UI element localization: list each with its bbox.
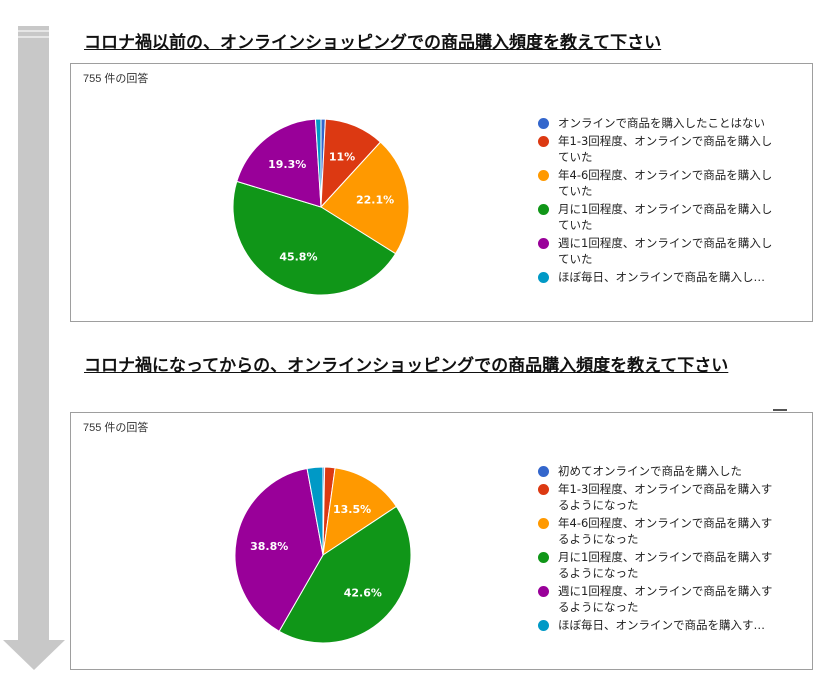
pie-slice: [278, 505, 412, 644]
legend-label: 初めてオンラインで商品を購入した: [558, 464, 742, 478]
pie-data-label: 45.8%: [279, 251, 317, 264]
legend-label: ほぼ毎日、オンラインで商品を購入す…: [558, 618, 765, 632]
legend-item: オンラインで商品を購入したことはない: [538, 115, 778, 131]
chart-2-title: コロナ禍になってからの、オンラインショッピングでの商品購入頻度を教えて下さい: [84, 356, 729, 376]
chart-2-card: 755 件の回答 13.5% 42.6% 38.8% 初めてオンラインで商品を購入し…: [70, 412, 813, 670]
legend-item: ほぼ毎日、オンラインで商品を購入し…: [538, 269, 778, 285]
chart-1-card: 755 件の回答 11% 22.1% 45.8% 19.3% オンラインで商品を購入し…: [70, 63, 813, 322]
legend-item: 年1-3回程度、オンラインで商品を購入するようになった: [538, 481, 778, 513]
down-arrow-stripe: [18, 36, 49, 38]
legend-item: 年4-6回程度、オンラインで商品を購入していた: [538, 167, 778, 199]
legend-swatch-icon: [538, 620, 549, 631]
legend-swatch-icon: [538, 484, 549, 495]
legend-swatch-icon: [538, 552, 549, 563]
legend-swatch-icon: [538, 272, 549, 283]
legend-swatch-icon: [538, 170, 549, 181]
legend-swatch-icon: [538, 118, 549, 129]
legend-label: 年1-3回程度、オンラインで商品を購入していた: [558, 134, 773, 164]
down-arrow-icon: [3, 640, 65, 670]
pie-data-label: 42.6%: [344, 586, 382, 599]
legend-item: 年4-6回程度、オンラインで商品を購入するようになった: [538, 515, 778, 547]
pie-data-label: 11%: [329, 151, 355, 164]
pie-data-label: 13.5%: [333, 503, 371, 516]
legend-label: 週に1回程度、オンラインで商品を購入していた: [558, 236, 773, 266]
legend-label: 年4-6回程度、オンラインで商品を購入するようになった: [558, 516, 773, 546]
pie-data-label: 38.8%: [250, 540, 288, 553]
legend-swatch-icon: [538, 518, 549, 529]
pie-slice: [306, 466, 324, 556]
down-arrow-stripe: [18, 30, 49, 32]
pie-data-label: 19.3%: [268, 158, 306, 171]
pie-slice: [314, 118, 322, 208]
legend-swatch-icon: [538, 238, 549, 249]
legend-item: 月に1回程度、オンラインで商品を購入するようになった: [538, 549, 778, 581]
legend-label: オンラインで商品を購入したことはない: [558, 116, 765, 130]
legend-item: 週に1回程度、オンラインで商品を購入するようになった: [538, 583, 778, 615]
pie-slice: [234, 467, 324, 632]
legend-label: ほぼ毎日、オンラインで商品を購入し…: [558, 270, 765, 284]
legend-label: 週に1回程度、オンラインで商品を購入するようになった: [558, 584, 773, 614]
chart-2-pie: 13.5% 42.6% 38.8%: [234, 466, 412, 644]
chart-2-response-count: 755 件の回答: [83, 422, 149, 434]
legend-label: 年1-3回程度、オンラインで商品を購入するようになった: [558, 482, 773, 512]
chart-2-legend: 初めてオンラインで商品を購入した年1-3回程度、オンラインで商品を購入するように…: [538, 463, 778, 635]
legend-swatch-icon: [538, 586, 549, 597]
legend-label: 月に1回程度、オンラインで商品を購入するようになった: [558, 550, 773, 580]
chart-1-response-count: 755 件の回答: [83, 73, 149, 85]
legend-label: 月に1回程度、オンラインで商品を購入していた: [558, 202, 773, 232]
legend-item: 年1-3回程度、オンラインで商品を購入していた: [538, 133, 778, 165]
legend-item: 初めてオンラインで商品を購入した: [538, 463, 778, 479]
pie-slice: [232, 180, 397, 296]
legend-swatch-icon: [538, 466, 549, 477]
legend-swatch-icon: [538, 136, 549, 147]
pie-slice: [322, 467, 398, 557]
pie-slice: [236, 118, 322, 208]
legend-item: ほぼ毎日、オンラインで商品を購入す…: [538, 617, 778, 633]
pie-data-label: 22.1%: [356, 194, 394, 207]
legend-item: 月に1回程度、オンラインで商品を購入していた: [538, 201, 778, 233]
scroll-indicator: [773, 409, 787, 411]
legend-swatch-icon: [538, 204, 549, 215]
chart-1-pie: 11% 22.1% 45.8% 19.3%: [232, 118, 410, 296]
chart-1-legend: オンラインで商品を購入したことはない年1-3回程度、オンラインで商品を購入してい…: [538, 115, 778, 287]
chart-1-title: コロナ禍以前の、オンラインショッピングでの商品購入頻度を教えて下さい: [84, 33, 662, 53]
legend-item: 週に1回程度、オンラインで商品を購入していた: [538, 235, 778, 267]
pie-slice: [320, 141, 410, 255]
down-arrow-shaft: [18, 26, 49, 640]
legend-label: 年4-6回程度、オンラインで商品を購入していた: [558, 168, 773, 198]
